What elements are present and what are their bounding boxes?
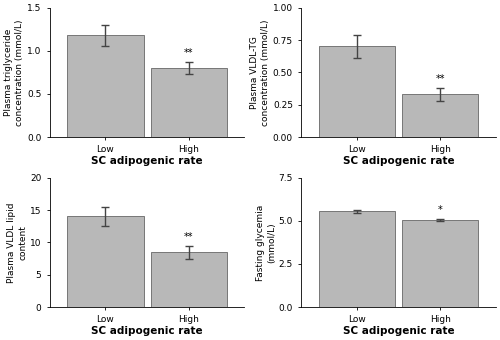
Bar	[150, 252, 227, 307]
Bar	[318, 47, 395, 137]
X-axis label: SC adipogenic rate: SC adipogenic rate	[342, 156, 454, 166]
Bar	[402, 95, 478, 137]
X-axis label: SC adipogenic rate: SC adipogenic rate	[91, 156, 203, 166]
Text: **: **	[184, 232, 194, 242]
Text: *: *	[438, 205, 442, 215]
Bar	[67, 217, 144, 307]
Bar	[402, 220, 478, 307]
Text: **: **	[436, 74, 445, 84]
Bar	[318, 211, 395, 307]
Text: **: **	[184, 48, 194, 58]
Y-axis label: Plasma triglyceride
concentration (mmol/L): Plasma triglyceride concentration (mmol/…	[4, 19, 24, 126]
Y-axis label: Plasma VLDL lipid
content: Plasma VLDL lipid content	[7, 202, 27, 283]
Bar	[67, 35, 144, 137]
Y-axis label: Plasma VLDL-TG
concentration (mmol/L): Plasma VLDL-TG concentration (mmol/L)	[250, 19, 270, 126]
X-axis label: SC adipogenic rate: SC adipogenic rate	[342, 326, 454, 336]
X-axis label: SC adipogenic rate: SC adipogenic rate	[91, 326, 203, 336]
Bar	[150, 68, 227, 137]
Y-axis label: Fasting glycemia
(mmol/L): Fasting glycemia (mmol/L)	[256, 204, 276, 280]
